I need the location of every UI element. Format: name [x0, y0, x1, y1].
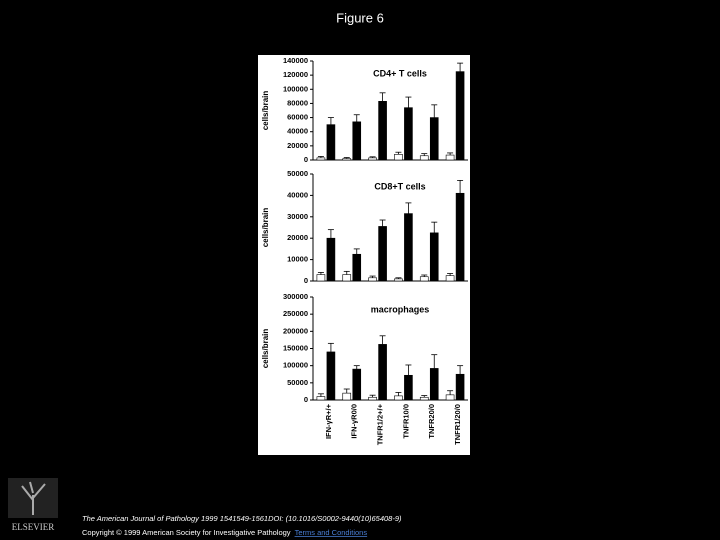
bar	[429, 117, 439, 161]
y-tick-label: 140000	[283, 56, 308, 65]
y-axis-label: cells/brain	[261, 329, 270, 369]
bar	[368, 157, 377, 161]
bar	[352, 368, 362, 401]
x-tick-label: IFN-γR+/+	[324, 403, 333, 439]
y-tick-label: 20000	[287, 233, 308, 242]
copyright: Copyright © 1999 American Society for In…	[82, 528, 291, 537]
elsevier-logo: ELSEVIER	[8, 478, 58, 532]
y-tick-label: 0	[304, 395, 308, 404]
bar	[342, 274, 352, 282]
citation: The American Journal of Pathology 1999 1…	[82, 514, 402, 523]
bar	[394, 154, 403, 161]
bar	[378, 226, 387, 282]
chart-title: macrophages	[371, 304, 430, 314]
y-tick-label: 20000	[287, 141, 308, 150]
terms-link[interactable]: Terms and Conditions	[295, 528, 368, 537]
y-tick-label: 250000	[283, 309, 308, 318]
bar	[394, 395, 403, 401]
bar	[394, 278, 403, 282]
bar	[368, 396, 377, 401]
bar	[316, 274, 326, 282]
bar	[404, 374, 413, 401]
y-tick-label: 60000	[287, 113, 308, 122]
y-tick-label: 100000	[283, 361, 308, 370]
bar	[342, 158, 352, 161]
x-tick-label: TNFR20/0	[427, 404, 436, 439]
bar	[316, 396, 326, 401]
bar	[419, 396, 429, 401]
bar	[445, 275, 455, 282]
bar	[455, 373, 465, 401]
x-tick-label: IFN-γR0/0	[350, 404, 359, 439]
logo-text: ELSEVIER	[12, 522, 55, 532]
y-axis-label: cells/brain	[261, 208, 270, 248]
bar	[326, 237, 336, 282]
y-tick-label: 80000	[287, 98, 308, 107]
y-tick-label: 200000	[283, 326, 308, 335]
y-tick-label: 300000	[283, 292, 308, 301]
bar	[316, 157, 326, 161]
bar	[419, 155, 429, 161]
bar	[342, 392, 352, 401]
bar	[352, 121, 362, 161]
bar	[429, 232, 439, 282]
bar	[378, 101, 387, 161]
y-tick-label: 30000	[287, 212, 308, 221]
x-tick-label: TNFR1/2+/+	[376, 403, 385, 445]
x-tick-label: TNFR1/20/0	[453, 404, 462, 445]
bar	[404, 107, 413, 161]
y-tick-label: 120000	[283, 70, 308, 79]
bar	[326, 351, 336, 401]
bar	[419, 276, 429, 282]
x-tick-label: TNFR10/0	[401, 404, 410, 439]
bar	[368, 277, 377, 282]
bar	[404, 213, 413, 282]
bar	[429, 368, 439, 401]
bar	[455, 71, 465, 161]
bar	[378, 344, 387, 401]
y-axis-label: cells/brain	[261, 91, 270, 131]
bar	[455, 192, 465, 282]
bar	[445, 154, 455, 161]
y-tick-label: 150000	[283, 343, 308, 352]
bar	[352, 253, 362, 282]
y-tick-label: 50000	[287, 378, 308, 387]
logo-branches	[21, 481, 46, 515]
y-tick-label: 40000	[287, 127, 308, 136]
slide-title: Figure 6	[336, 10, 384, 25]
y-tick-label: 100000	[283, 84, 308, 93]
bar	[326, 124, 336, 161]
y-tick-label: 0	[304, 155, 308, 164]
y-tick-label: 50000	[287, 169, 308, 178]
chart-title: CD4+ T cells	[373, 68, 427, 78]
bar	[445, 394, 455, 401]
chart-title: CD8+T cells	[374, 181, 425, 191]
y-tick-label: 0	[304, 276, 308, 285]
y-tick-label: 40000	[287, 190, 308, 199]
y-tick-label: 10000	[287, 255, 308, 264]
